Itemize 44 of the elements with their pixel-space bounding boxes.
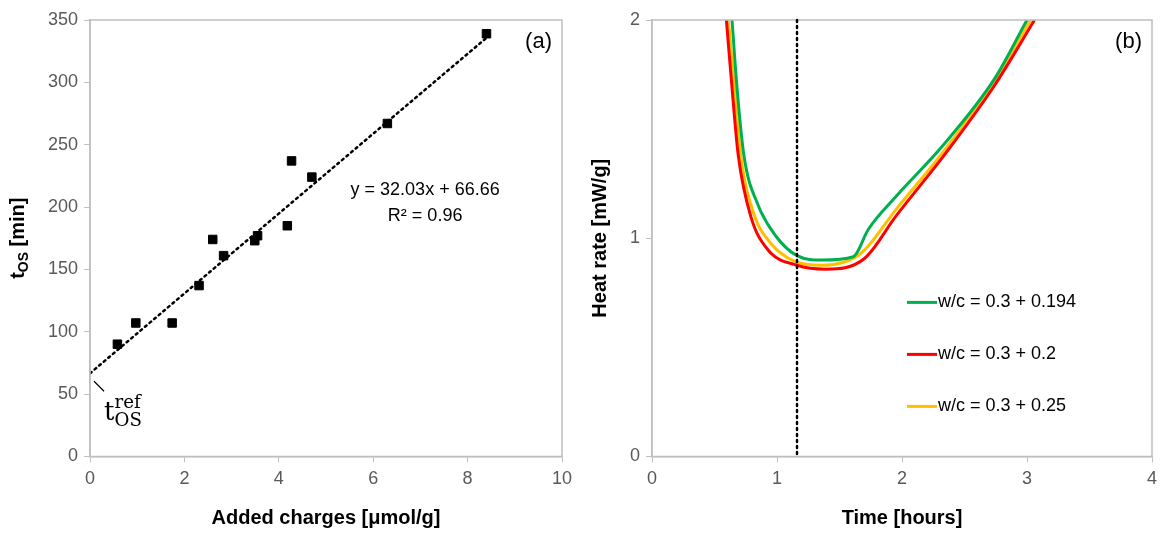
x-tick-label: 2 [179,468,190,489]
y-tick-label: 2 [630,8,641,29]
x-tick-label: 10 [551,468,573,489]
annotation: y = 32.03x + 66.66 [350,179,500,200]
x-tick-label: 2 [897,468,908,489]
y-tick-label: 100 [47,320,79,341]
point [307,172,317,182]
legend-label: w/c = 0.3 + 0.25 [937,395,1067,416]
legend-label: w/c = 0.3 + 0.2 [937,343,1057,364]
x-tick-label: 0 [647,468,658,489]
x-tick-label: 1 [772,468,783,489]
annotation: R² = 0.96 [387,205,463,226]
y-axis-title: Heat rate [mW/g] [587,158,610,318]
x-tick-label: 8 [462,468,473,489]
y-tick-label: 0 [68,445,79,466]
annotation: (b) [1115,28,1142,54]
y-tick-label: 250 [47,133,79,154]
point [286,156,297,166]
point [131,318,141,328]
x-tick-label: 6 [368,468,379,489]
y-tick-label: 0 [630,445,641,466]
point [112,339,123,349]
point [481,28,492,39]
x-axis-title: Time [hours] [841,505,963,528]
x-axis-title: Added charges [μmol/g] [211,505,441,528]
point [382,118,393,129]
x-tick-label: 0 [85,468,96,489]
y-tick-label: 1 [630,227,641,248]
y-tick-label: 150 [47,258,79,279]
x-tick-label: 3 [1021,468,1033,489]
point [252,230,263,241]
x-tick-label: 4 [273,468,284,489]
point [208,234,218,245]
annotation: (a) [525,28,552,54]
point [167,318,177,328]
y-tick-label: 300 [47,71,79,92]
y-tick-label: 200 [47,196,79,216]
point [194,280,204,291]
y-tick-label: 350 [47,8,79,29]
y-tick-label: 50 [58,383,79,404]
point [218,250,229,261]
legend-label: w/c = 0.3 + 0.194 [937,291,1077,312]
point [282,220,293,231]
x-tick-label: 4 [1146,468,1158,489]
